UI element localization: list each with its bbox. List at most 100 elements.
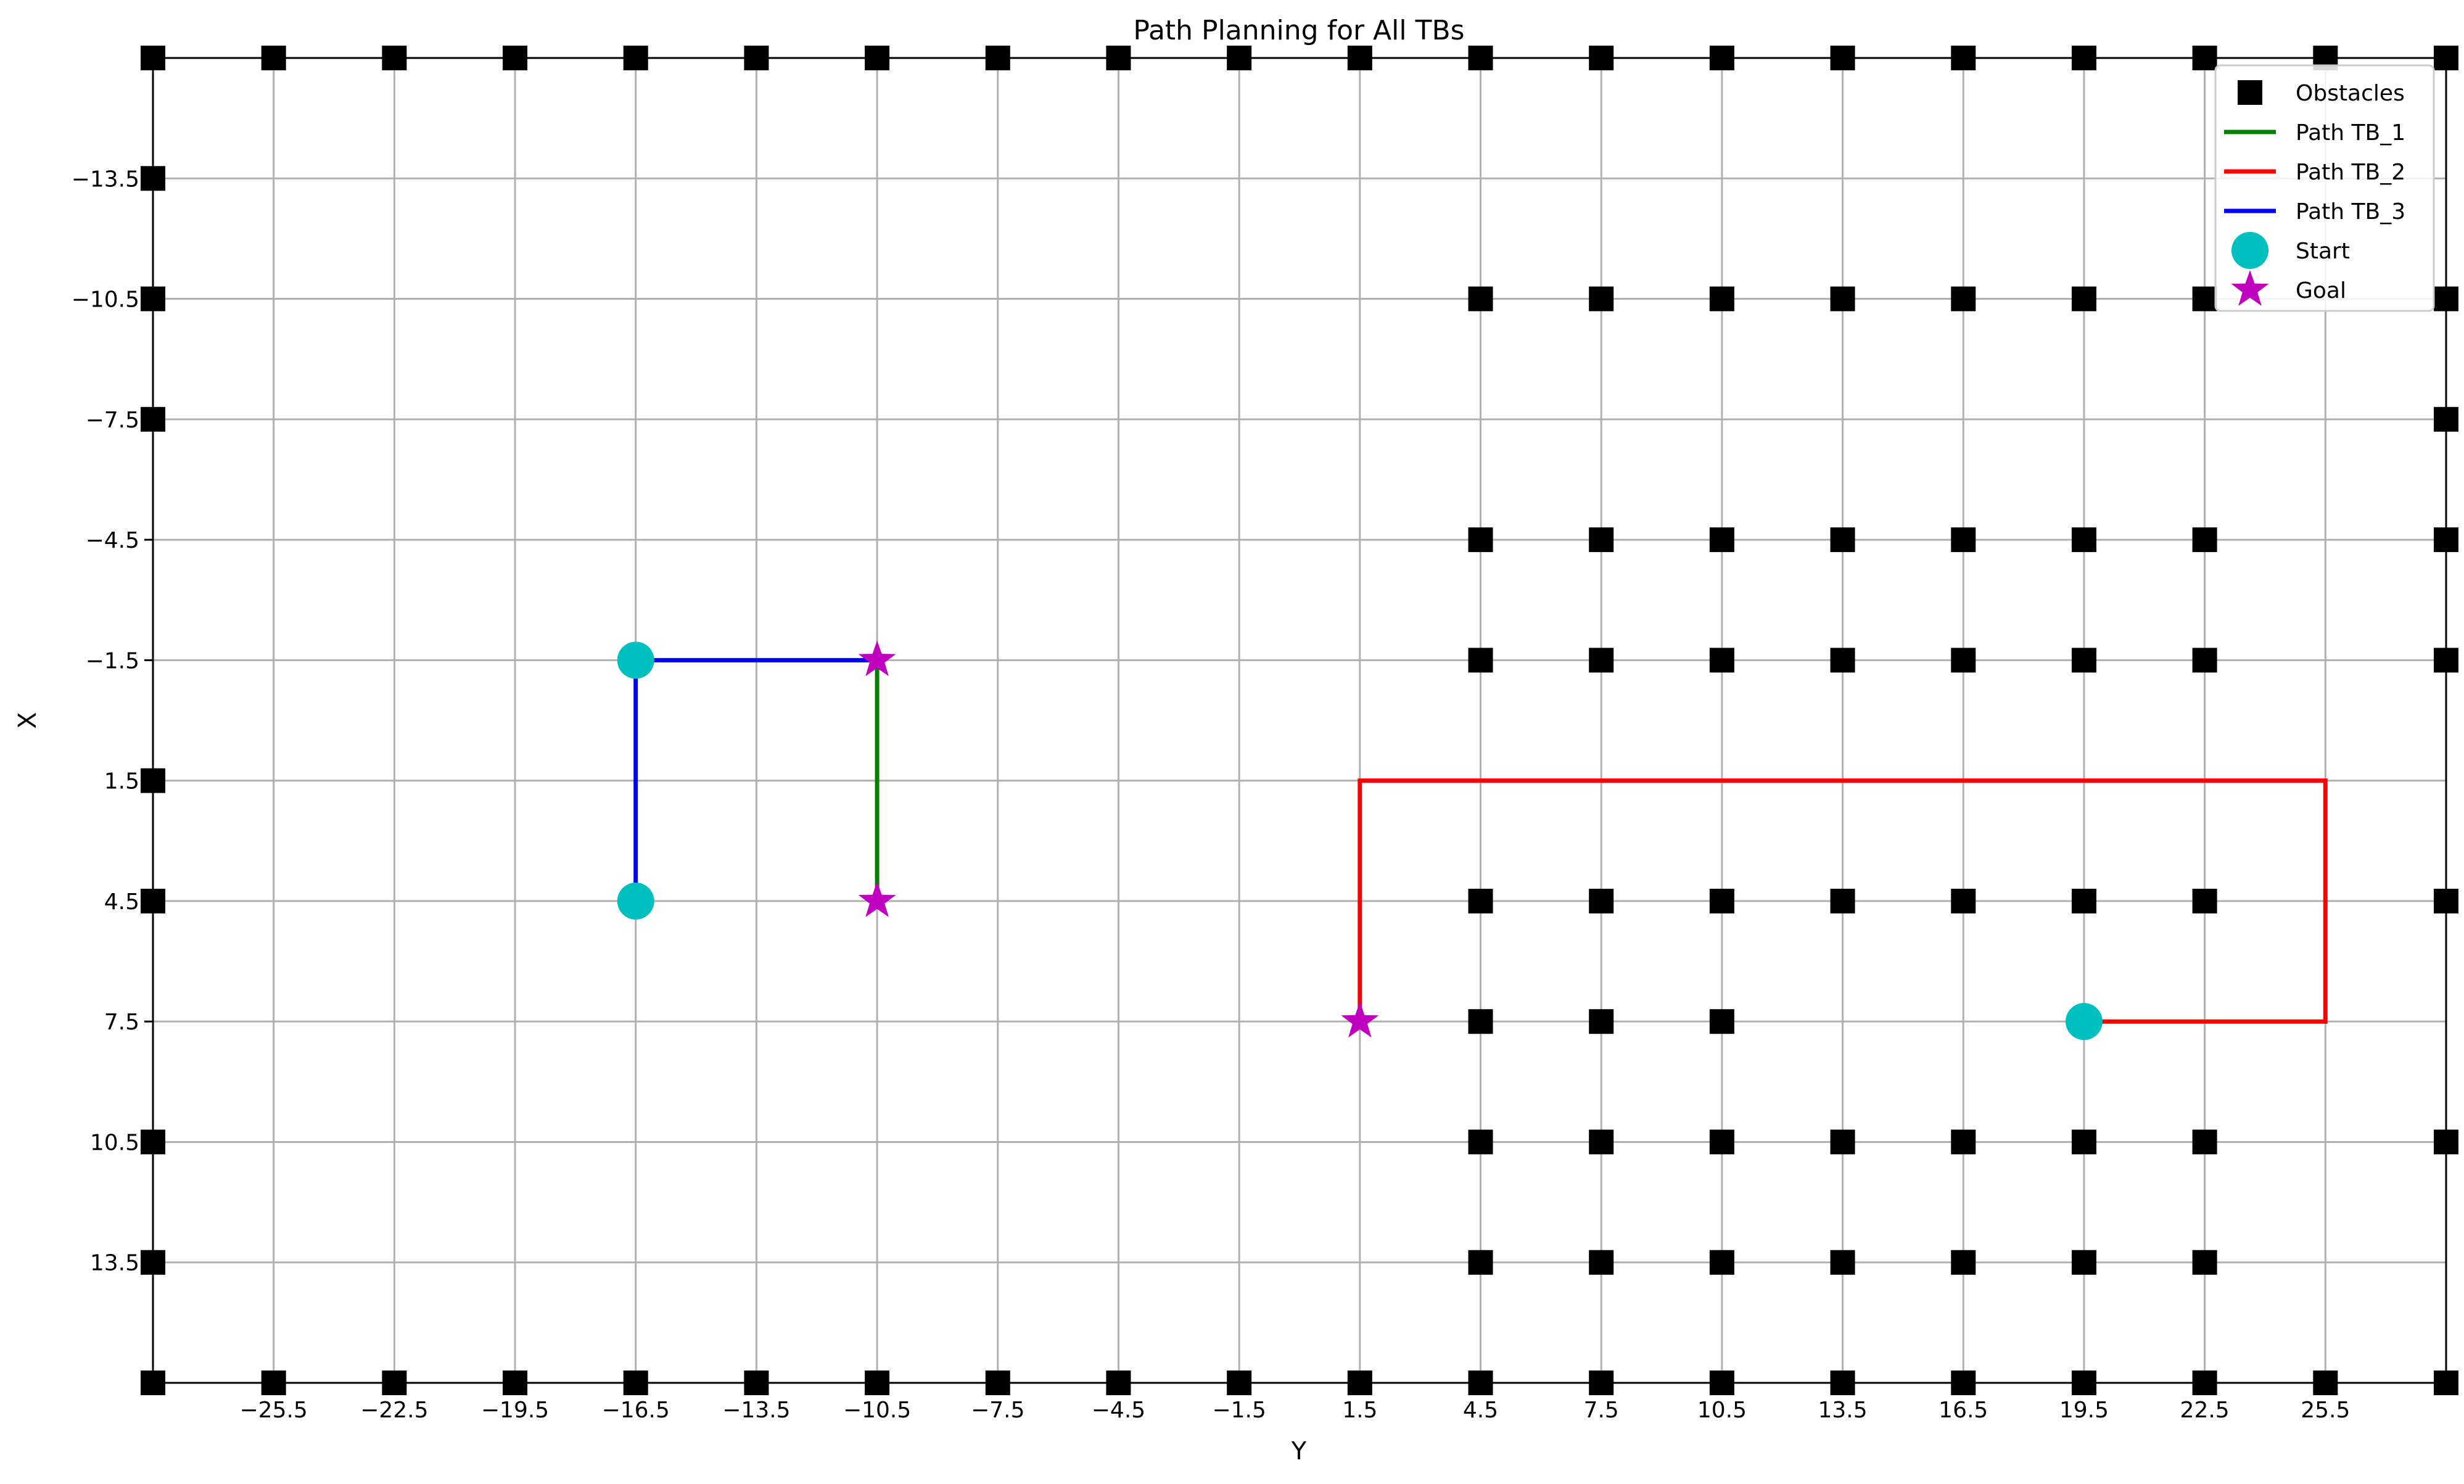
x-tick-label: −1.5 xyxy=(1212,1398,1266,1423)
obstacle-marker xyxy=(1468,527,1493,553)
x-tick-label: 10.5 xyxy=(1697,1398,1747,1423)
x-tick-label: −7.5 xyxy=(971,1398,1024,1423)
legend-handle-start xyxy=(2231,232,2268,269)
obstacle-marker xyxy=(1709,527,1734,553)
obstacle-marker xyxy=(2192,1129,2217,1155)
obstacle-marker xyxy=(1589,648,1614,673)
obstacle-marker xyxy=(1468,1009,1493,1034)
obstacle-marker xyxy=(1830,286,1855,311)
x-tick-label: −4.5 xyxy=(1092,1398,1145,1423)
y-tick-label: 7.5 xyxy=(104,1010,139,1035)
obstacle-marker xyxy=(2192,527,2217,553)
obstacle-marker xyxy=(1589,1129,1614,1155)
path-line-path-tb-2 xyxy=(1358,778,2328,1024)
goal-marker xyxy=(858,640,896,677)
x-tick-label: 1.5 xyxy=(1342,1398,1377,1423)
x-tick-label: 16.5 xyxy=(1939,1398,1988,1423)
obstacle-marker xyxy=(2071,1250,2096,1275)
y-tick-label: 4.5 xyxy=(104,889,139,915)
legend-label-obstacles: Obstacles xyxy=(2296,81,2405,106)
x-axis-label: Y xyxy=(1291,1437,1307,1465)
obstacle-marker xyxy=(2192,888,2217,913)
x-tick-label: −19.5 xyxy=(481,1398,549,1423)
obstacle-marker xyxy=(1468,286,1493,311)
goal-marker xyxy=(1341,1002,1379,1038)
x-tick-label: −13.5 xyxy=(722,1398,790,1423)
obstacle-marker xyxy=(2071,527,2096,553)
legend-label-goal: Goal xyxy=(2296,278,2346,303)
obstacle-marker xyxy=(2192,648,2217,673)
legend: Obstacles Path TB_1 Path TB_2 Path TB_3 Star… xyxy=(2214,64,2435,312)
obstacle-marker xyxy=(1589,286,1614,311)
obstacle-marker xyxy=(1951,1129,1976,1155)
legend-handle-goal xyxy=(2231,270,2269,306)
legend-label-path-tb-3: Path TB_3 xyxy=(2296,199,2405,225)
x-tick-label: 25.5 xyxy=(2301,1398,2350,1423)
x-tick-label: −10.5 xyxy=(843,1398,911,1423)
y-tick-label: 13.5 xyxy=(90,1251,139,1276)
obstacle-marker xyxy=(1589,1250,1614,1275)
obstacle-marker xyxy=(1468,888,1493,913)
y-tick-label: −10.5 xyxy=(72,287,139,313)
x-tick-label: 13.5 xyxy=(1818,1398,1868,1423)
start-marker xyxy=(2065,1003,2103,1041)
legend-label-start: Start xyxy=(2296,239,2350,264)
obstacle-marker xyxy=(2071,648,2096,673)
obstacle-marker xyxy=(1709,1250,1734,1275)
y-axis-label: X xyxy=(14,712,42,728)
x-tick-label: 19.5 xyxy=(2059,1398,2109,1423)
obstacle-marker xyxy=(1589,527,1614,553)
y-tick-label: −7.5 xyxy=(86,408,139,433)
y-tick-label: 1.5 xyxy=(104,769,139,794)
obstacle-marker xyxy=(1709,286,1734,311)
chart-title: Path Planning for All TBs xyxy=(1133,15,1464,46)
obstacle-marker xyxy=(1709,888,1734,913)
obstacle-marker xyxy=(1830,888,1855,913)
obstacle-marker xyxy=(1468,1250,1493,1275)
obstacle-marker xyxy=(2192,1250,2217,1275)
obstacle-marker xyxy=(1830,648,1855,673)
x-tick-label: −22.5 xyxy=(360,1398,428,1423)
y-tick-label: −1.5 xyxy=(86,648,139,674)
x-axis-ticks: −25.5 −22.5 −19.5 −16.5 −13.5 −10.5 −7.5 −4.5 −1… xyxy=(240,1383,2350,1423)
legend-box xyxy=(2214,64,2435,312)
obstacle-marker xyxy=(2071,1129,2096,1155)
obstacle-marker xyxy=(1951,286,1976,311)
obstacle-marker xyxy=(1709,1009,1734,1034)
obstacle-marker xyxy=(2192,286,2217,311)
y-tick-label: 10.5 xyxy=(90,1130,139,1155)
x-tick-label: −16.5 xyxy=(602,1398,670,1423)
start-goal-markers xyxy=(617,640,2103,1041)
x-tick-label: 22.5 xyxy=(2180,1398,2230,1423)
legend-label-path-tb-1: Path TB_1 xyxy=(2296,120,2405,146)
y-tick-label: −13.5 xyxy=(72,167,139,192)
obstacle-marker xyxy=(1589,1009,1614,1034)
obstacle-marker xyxy=(2071,286,2096,311)
x-tick-label: 7.5 xyxy=(1584,1398,1619,1423)
obstacle-marker xyxy=(1709,1129,1734,1155)
grid-lines xyxy=(153,58,2446,1383)
plot-frame xyxy=(152,57,2447,1384)
obstacle-marker xyxy=(1951,888,1976,913)
obstacle-marker xyxy=(1830,1129,1855,1155)
obstacle-marker xyxy=(1589,888,1614,913)
obstacle-marker xyxy=(1468,1129,1493,1155)
x-tick-label: 4.5 xyxy=(1463,1398,1498,1423)
x-tick-label: −25.5 xyxy=(240,1398,308,1423)
goal-marker xyxy=(858,881,896,917)
obstacle-marker xyxy=(1951,527,1976,553)
start-marker xyxy=(617,882,654,920)
obstacle-marker xyxy=(1468,648,1493,673)
y-tick-label: −4.5 xyxy=(86,528,139,553)
obstacle-marker xyxy=(1830,527,1855,553)
obstacle-marker xyxy=(1709,648,1734,673)
obstacle-marker xyxy=(1951,1250,1976,1275)
obstacle-marker xyxy=(2071,888,2096,913)
legend-label-path-tb-2: Path TB_2 xyxy=(2296,160,2405,185)
start-marker xyxy=(617,641,654,679)
legend-handle-obstacles xyxy=(2238,80,2262,105)
obstacle-marker xyxy=(1830,1250,1855,1275)
obstacle-marker xyxy=(1951,648,1976,673)
